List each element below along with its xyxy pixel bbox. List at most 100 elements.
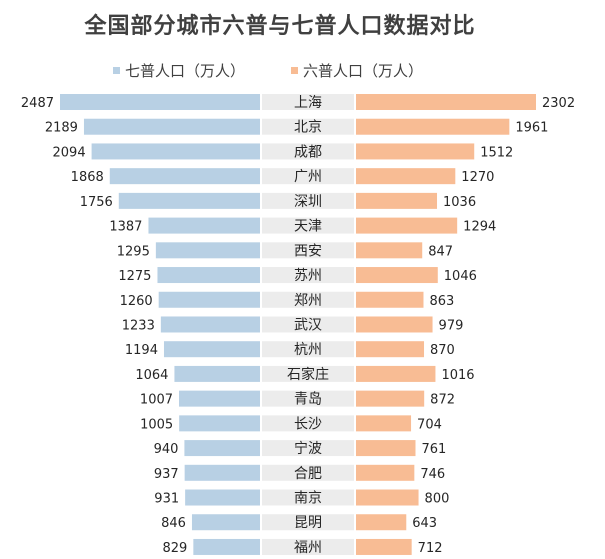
- category-label: 石家庄: [287, 366, 329, 383]
- category-label: 深圳: [294, 194, 322, 210]
- bar-liupu: [356, 464, 415, 481]
- bar-qipu: [91, 143, 260, 160]
- data-label-qipu: 1756: [80, 195, 113, 210]
- category-band: [262, 341, 354, 358]
- category-label: 昆明: [294, 515, 322, 531]
- bar-liupu: [356, 365, 436, 382]
- category-band: [262, 168, 354, 185]
- category-band: [262, 192, 354, 209]
- category-band: [262, 489, 354, 506]
- category-band: [262, 390, 354, 407]
- bar-qipu: [185, 489, 260, 506]
- data-label-qipu: 1868: [71, 170, 104, 185]
- data-label-qipu: 940: [154, 442, 179, 457]
- bar-qipu: [179, 390, 260, 407]
- category-band: [262, 291, 354, 308]
- category-band: [262, 538, 354, 555]
- bar-liupu: [356, 168, 456, 185]
- data-label-qipu: 846: [161, 516, 186, 531]
- data-label-qipu: 1064: [135, 368, 168, 383]
- data-label-liupu: 870: [430, 343, 455, 358]
- category-band: [262, 94, 354, 110]
- bar-qipu: [155, 242, 260, 259]
- data-label-qipu: 2189: [45, 121, 78, 136]
- data-label-qipu: 1387: [109, 220, 142, 235]
- legend-item-liupu: 六普人口（万人）: [291, 60, 423, 80]
- data-label-liupu: 746: [420, 467, 445, 482]
- data-label-liupu: 1294: [463, 220, 496, 235]
- category-label: 武汉: [294, 317, 322, 333]
- bar-qipu: [184, 464, 260, 481]
- category-label: 郑州: [294, 293, 322, 309]
- data-label-liupu: 1961: [515, 121, 548, 136]
- category-label: 杭州: [294, 342, 322, 358]
- data-label-qipu: 2487: [21, 96, 54, 111]
- category-label: 苏州: [294, 268, 322, 284]
- data-label-qipu: 829: [163, 541, 188, 556]
- bar-liupu: [356, 94, 536, 110]
- bar-liupu: [356, 440, 416, 457]
- data-label-qipu: 2094: [53, 145, 86, 160]
- bar-liupu: [356, 192, 438, 209]
- category-label: 西安: [294, 243, 322, 259]
- category-band: [262, 464, 354, 481]
- legend-label-liupu: 六普人口（万人）: [303, 61, 424, 80]
- category-band: [262, 316, 354, 333]
- category-band: [262, 415, 354, 432]
- category-label: 上海: [294, 95, 322, 111]
- category-label: 天津: [294, 219, 322, 235]
- category-band: [262, 143, 354, 160]
- data-label-liupu: 847: [428, 244, 453, 259]
- bar-qipu: [157, 267, 260, 284]
- data-label-liupu: 643: [412, 516, 437, 531]
- category-band: [262, 217, 354, 234]
- category-label: 青岛: [294, 392, 322, 408]
- bar-qipu: [193, 538, 260, 555]
- data-label-liupu: 1016: [441, 368, 474, 383]
- bar-liupu: [356, 489, 419, 506]
- category-label: 宁波: [294, 440, 322, 457]
- category-label: 南京: [294, 491, 322, 507]
- category-label: 福州: [294, 540, 322, 556]
- data-label-qipu: 937: [154, 467, 179, 482]
- data-label-liupu: 800: [425, 492, 450, 507]
- bar-qipu: [160, 316, 260, 333]
- category-label: 广州: [294, 169, 322, 185]
- bar-liupu: [356, 118, 510, 135]
- bar-qipu: [158, 291, 260, 308]
- bar-liupu: [356, 514, 407, 531]
- bar-liupu: [356, 341, 425, 358]
- data-label-qipu: 931: [154, 492, 179, 507]
- category-band: [262, 514, 354, 531]
- bar-liupu: [356, 217, 458, 234]
- bar-liupu: [356, 291, 424, 308]
- legend-item-qipu: 七普人口（万人）: [113, 60, 245, 80]
- legend-swatch-liupu: [291, 66, 298, 74]
- bar-qipu: [184, 440, 260, 457]
- data-label-liupu: 2302: [542, 96, 575, 111]
- category-label: 合肥: [294, 466, 322, 482]
- data-label-liupu: 1046: [444, 269, 477, 284]
- bar-qipu: [179, 415, 260, 432]
- category-band: [262, 242, 354, 259]
- category-band: [262, 440, 354, 457]
- data-label-qipu: 1260: [120, 294, 153, 309]
- data-label-liupu: 704: [417, 417, 442, 432]
- data-label-qipu: 1005: [140, 417, 173, 432]
- data-label-liupu: 761: [422, 442, 447, 457]
- bar-qipu: [83, 118, 260, 135]
- bar-qipu: [109, 168, 261, 185]
- category-label: 北京: [294, 120, 322, 136]
- category-band: [262, 267, 354, 284]
- category-band: [262, 118, 354, 135]
- category-band: [262, 365, 354, 382]
- data-label-liupu: 1270: [461, 170, 494, 185]
- category-label: 成都: [294, 144, 322, 160]
- data-label-qipu: 1295: [117, 244, 150, 259]
- bar-liupu: [356, 143, 475, 160]
- bar-qipu: [163, 341, 260, 358]
- category-label: 长沙: [294, 416, 322, 432]
- data-label-qipu: 1233: [122, 318, 155, 333]
- data-label-liupu: 712: [418, 541, 443, 556]
